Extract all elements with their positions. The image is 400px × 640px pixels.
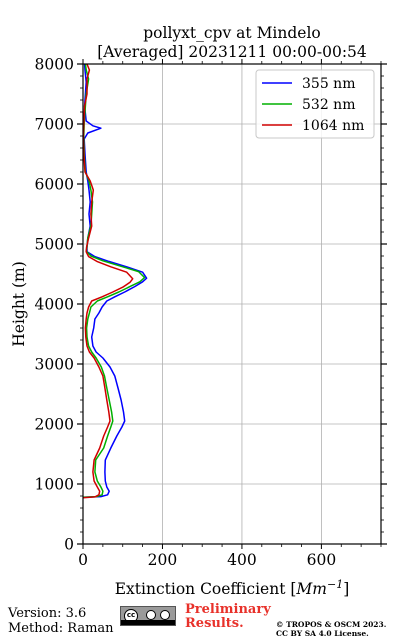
y-axis-label: Height (m) [10,261,28,347]
x-tick-label-1: 200 [148,551,178,569]
y-tick-label-3: 3000 [35,356,74,374]
chart-title-line1: pollyxt_cpv at Mindelo [143,24,321,42]
x-tick-label-0: 0 [78,551,88,569]
y-tick-label-5: 5000 [35,236,74,254]
preliminary-notice: Preliminary Results. [185,603,271,631]
x-tick-label-3: 600 [307,551,337,569]
copyright-line2: CC BY SA 4.0 License. [276,629,369,638]
preliminary-line1: Preliminary [185,602,271,617]
y-tick-label-7: 7000 [35,116,74,134]
y-tick-label-0: 0 [64,536,74,554]
x-tick-label-2: 400 [227,551,257,569]
y-tick-label-1: 1000 [35,476,74,494]
legend-label-1064: 1064 nm [302,118,364,134]
x-axis-label: Extinction Coefficient [Mm−1] [115,578,350,598]
axis-ticks: 0 200 400 600010002000300040005000600070008… [35,56,387,569]
cc-by-sa-icon: cc [120,606,176,626]
legend-label-355: 355 nm [302,76,355,92]
method-text: Method: Raman [8,621,114,636]
chart-title-line2: [Averaged] 20231211 00:00-00:54 [97,43,367,61]
y-tick-label-2: 2000 [35,416,74,434]
copyright-line1: © TROPOS & OSCM 2023. [276,620,387,629]
legend: 355 nm 532 nm 1064 nm [255,69,375,139]
series-line-532-nm [82,63,146,498]
copyright-notice: © TROPOS & OSCM 2023. CC BY SA 4.0 Licen… [276,620,386,638]
preliminary-line2: Results. [185,616,244,631]
legend-frame [255,69,375,139]
series-line-1064-nm [82,63,134,499]
series-lines [82,63,148,499]
y-tick-label-4: 4000 [35,296,74,314]
version-text: Version: 3.6 [8,606,87,621]
y-tick-label-6: 6000 [35,176,74,194]
series-line-355-nm [82,63,148,498]
legend-label-532: 532 nm [302,97,355,113]
y-tick-label-8: 8000 [35,56,74,74]
